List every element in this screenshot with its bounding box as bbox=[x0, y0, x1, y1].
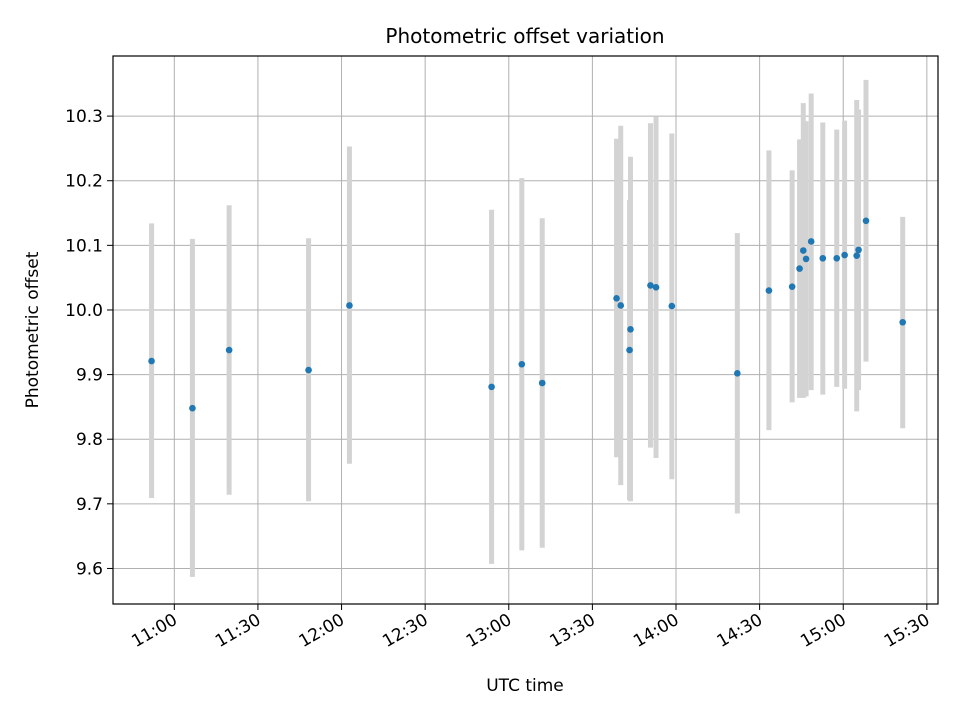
chart-title: Photometric offset variation bbox=[385, 24, 664, 48]
data-point bbox=[225, 346, 233, 354]
x-tick-label: 15:00 bbox=[797, 610, 849, 652]
data-point bbox=[189, 404, 196, 412]
data-point bbox=[862, 217, 870, 225]
data-point bbox=[819, 254, 827, 262]
data-point bbox=[833, 254, 841, 262]
data-point bbox=[807, 238, 815, 245]
x-axis-title: UTC time bbox=[486, 676, 564, 696]
data-point bbox=[305, 366, 312, 374]
data-points bbox=[148, 217, 906, 412]
data-point bbox=[613, 295, 620, 302]
y-tick-label: 10.2 bbox=[65, 172, 103, 192]
data-point bbox=[627, 326, 634, 333]
x-tick-label: 12:30 bbox=[379, 610, 431, 652]
x-tick-label: 14:30 bbox=[714, 610, 766, 652]
y-tick-label: 9.9 bbox=[76, 366, 103, 386]
x-tick-label: 11:30 bbox=[212, 610, 264, 652]
data-point bbox=[488, 383, 495, 391]
data-point bbox=[734, 369, 741, 377]
data-point bbox=[538, 379, 546, 387]
x-tick-label: 12:00 bbox=[296, 610, 348, 652]
data-point bbox=[765, 287, 773, 294]
y-tick-label: 9.7 bbox=[76, 495, 103, 515]
data-point bbox=[518, 360, 526, 368]
data-point bbox=[647, 282, 654, 289]
grid bbox=[113, 56, 938, 604]
data-point bbox=[841, 251, 848, 259]
data-point bbox=[626, 346, 633, 354]
data-point bbox=[802, 255, 810, 263]
x-axis: 11:00 11:30 12:00 12:30 13:00 13:30 14:00 14:30… bbox=[128, 604, 933, 652]
y-tick-label: 10.3 bbox=[65, 107, 103, 127]
data-point bbox=[796, 265, 803, 272]
data-point bbox=[652, 284, 660, 291]
data-point bbox=[617, 302, 625, 309]
plot-frame bbox=[112, 55, 939, 605]
y-axis: 9.6 9.7 9.8 9.9 10.0 10.1 10.2 10.3 bbox=[65, 107, 113, 579]
y-tick-label: 9.8 bbox=[76, 430, 103, 450]
data-point bbox=[899, 318, 906, 326]
x-tick-label: 15:30 bbox=[881, 610, 933, 652]
y-tick-label: 10.0 bbox=[65, 301, 103, 321]
x-tick-label: 14:00 bbox=[630, 610, 682, 652]
data-point bbox=[799, 247, 807, 254]
x-tick-label: 13:00 bbox=[463, 610, 515, 652]
data-point bbox=[346, 302, 353, 309]
data-point bbox=[668, 302, 676, 310]
error-bars bbox=[149, 79, 906, 577]
x-tick-label: 11:00 bbox=[128, 610, 180, 652]
data-point bbox=[855, 246, 862, 254]
y-tick-label: 9.6 bbox=[76, 559, 103, 579]
data-point bbox=[853, 252, 861, 259]
x-tick-label: 13:30 bbox=[546, 610, 598, 652]
y-tick-label: 10.1 bbox=[65, 236, 103, 256]
data-point bbox=[788, 283, 796, 291]
y-axis-title: Photometric offset bbox=[23, 251, 43, 408]
data-point bbox=[148, 357, 155, 365]
